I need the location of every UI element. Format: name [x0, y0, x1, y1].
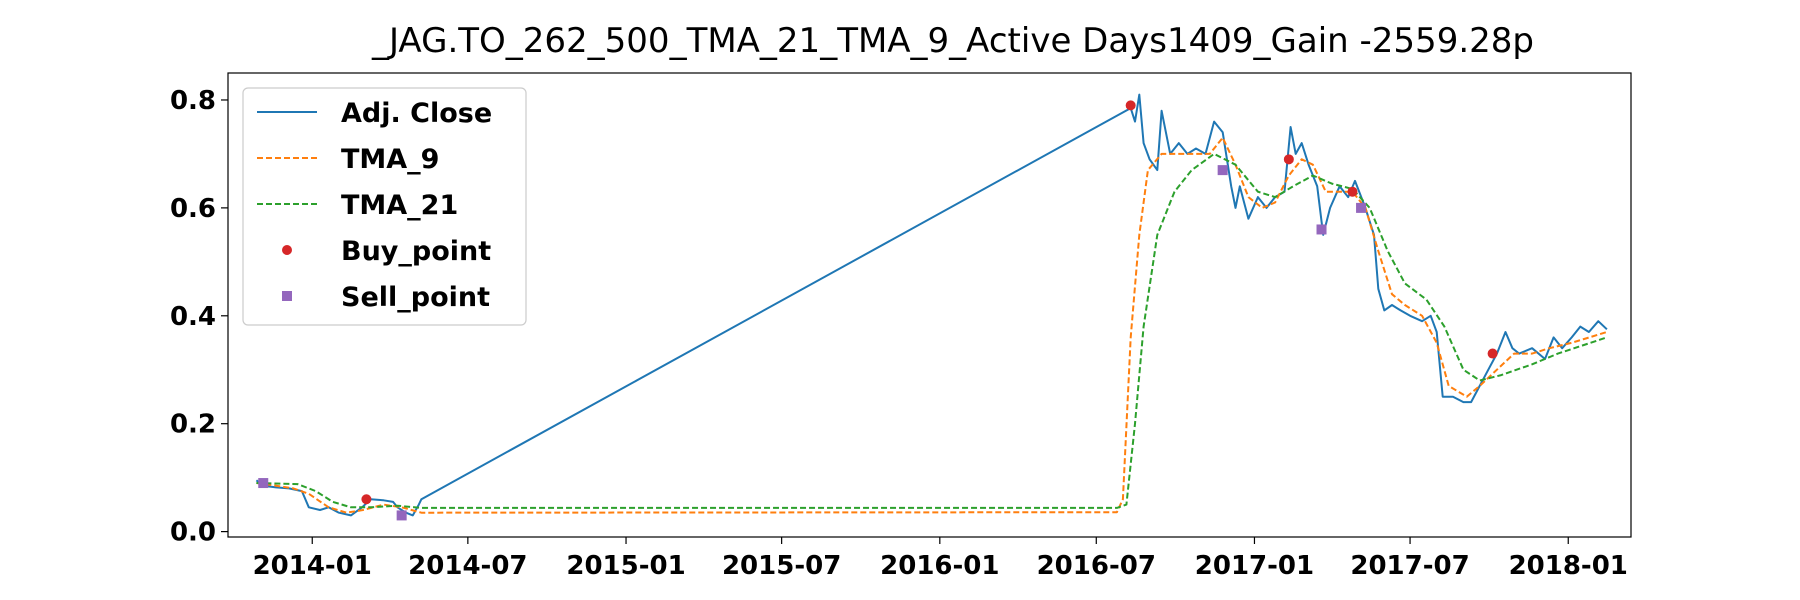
legend-label-tma-21: TMA_21: [341, 190, 458, 221]
buy-point-marker: [1347, 186, 1358, 197]
x-tick-label: 2014-07: [408, 551, 527, 581]
legend-label-tma-9: TMA_9: [341, 144, 439, 175]
legend-label-adj-close: Adj. Close: [341, 98, 492, 129]
legend-swatch-sell-point: [282, 291, 292, 301]
y-tick-label: 0.2: [170, 410, 216, 440]
buy-point-marker: [1487, 348, 1498, 359]
sell-point-marker: [1217, 165, 1228, 176]
plot-frame: [227, 72, 1632, 538]
series-line-tma-21: [256, 152, 1608, 509]
y-axis: 0.0 0.2 0.4 0.6 0.8: [170, 86, 228, 548]
legend-label-buy-point: Buy_point: [341, 236, 491, 267]
x-tick-label: 2016-07: [1037, 551, 1156, 581]
buy-point-marker: [361, 494, 372, 505]
buy-point-marker: [1125, 100, 1136, 111]
y-tick-label: 0.6: [170, 194, 216, 224]
x-tick-label: 2015-01: [566, 551, 685, 581]
x-tick-label: 2014-01: [253, 551, 372, 581]
y-tick-label: 0.8: [170, 86, 216, 116]
legend-swatch-buy-point: [282, 245, 292, 255]
legend-box: [242, 87, 527, 326]
sell-point-marker: [1356, 202, 1367, 213]
buy-point-marker: [1283, 154, 1294, 165]
y-tick-label: 0.0: [170, 518, 216, 548]
sell-point-marker: [1316, 224, 1327, 235]
chart-title: _JAG.TO_262_500_TMA_21_TMA_9_Active Days…: [371, 21, 1534, 61]
legend: Adj. Close TMA_9 TMA_21 Buy_point Sell_point: [242, 87, 527, 326]
x-axis: 2014-01 2014-07 2015-01 2015-07 2016-01 2016-…: [253, 537, 1628, 581]
series-lines: [255, 93, 1608, 517]
y-tick-label: 0.4: [170, 302, 216, 332]
x-tick-label: 2017-07: [1350, 551, 1469, 581]
x-tick-label: 2015-07: [722, 551, 841, 581]
sell-point-marker: [396, 510, 407, 521]
x-tick-label: 2018-01: [1509, 551, 1628, 581]
sell-point-marker: [258, 478, 269, 489]
x-tick-label: 2016-01: [880, 551, 999, 581]
series-markers: [258, 100, 1498, 521]
legend-label-sell-point: Sell_point: [341, 282, 490, 313]
x-tick-label: 2017-01: [1195, 551, 1314, 581]
